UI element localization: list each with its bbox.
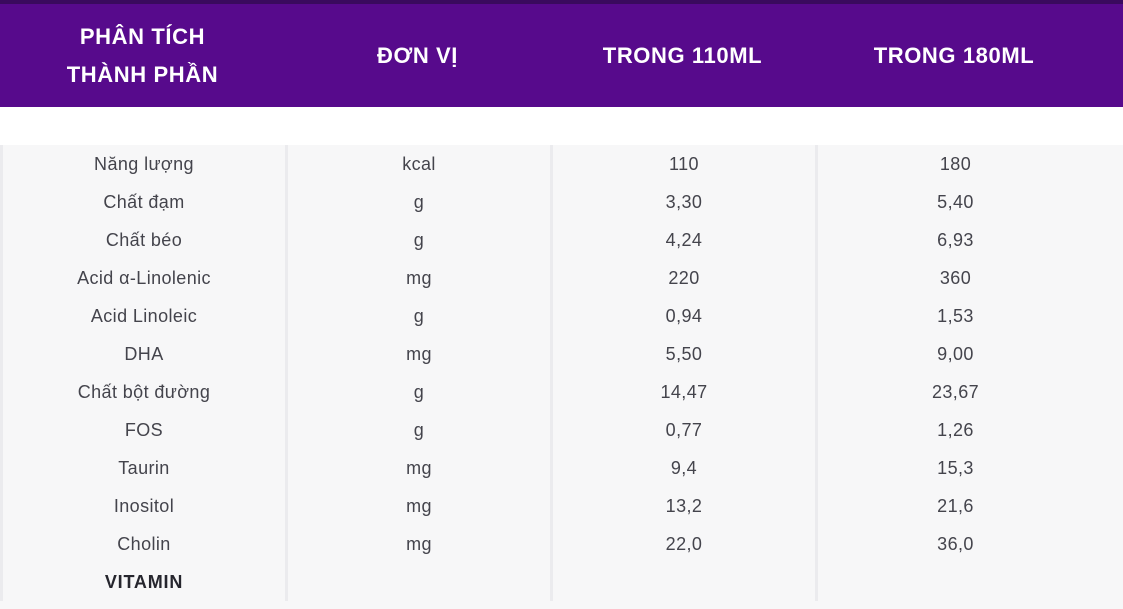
header-analysis-line2: THÀNH PHẦN	[66, 61, 219, 87]
cell-value-180ml: 5,40	[815, 183, 1123, 221]
cell-unit: g	[285, 221, 550, 259]
cell-value-180ml: 180	[815, 145, 1123, 183]
cell-component-name: Cholin	[0, 525, 285, 563]
cell-unit	[285, 563, 550, 601]
header-body-gap	[0, 107, 1123, 145]
cell-unit: mg	[285, 449, 550, 487]
cell-value-180ml	[815, 563, 1123, 601]
table-row: Chất bột đường g 14,47 23,67	[0, 373, 1123, 411]
table-row: Cholin mg 22,0 36,0	[0, 525, 1123, 563]
cell-component-name: Năng lượng	[0, 145, 285, 183]
cell-value-110ml: 14,47	[550, 373, 815, 411]
cell-value-180ml: 36,0	[815, 525, 1123, 563]
cell-unit: kcal	[285, 145, 550, 183]
table-row: DHA mg 5,50 9,00	[0, 335, 1123, 373]
cell-value-180ml: 23,67	[815, 373, 1123, 411]
cell-component-name: Acid α-Linolenic	[0, 259, 285, 297]
header-cell-per-110ml: TRONG 110ML	[550, 4, 815, 107]
header-per-180ml-label: TRONG 180ML	[873, 42, 1035, 68]
cell-value-180ml: 21,6	[815, 487, 1123, 525]
cell-unit: g	[285, 297, 550, 335]
header-cell-per-180ml: TRONG 180ML	[815, 4, 1123, 107]
cell-value-180ml: 1,53	[815, 297, 1123, 335]
cell-unit: mg	[285, 259, 550, 297]
cell-component-name: Chất bột đường	[0, 373, 285, 411]
cell-value-110ml: 3,30	[550, 183, 815, 221]
table-row: FOS g 0,77 1,26	[0, 411, 1123, 449]
cell-component-name: Chất đạm	[0, 183, 285, 221]
cell-value-180ml: 360	[815, 259, 1123, 297]
cell-component-name: FOS	[0, 411, 285, 449]
cell-value-110ml: 13,2	[550, 487, 815, 525]
table-row: Chất đạm g 3,30 5,40	[0, 183, 1123, 221]
header-unit-label: ĐƠN VỊ	[376, 42, 459, 68]
cell-component-name: Inositol	[0, 487, 285, 525]
cell-component-name: VITAMIN	[0, 563, 285, 601]
cell-component-name: Taurin	[0, 449, 285, 487]
table-row: Acid α-Linolenic mg 220 360	[0, 259, 1123, 297]
cell-value-110ml: 0,94	[550, 297, 815, 335]
cell-value-110ml	[550, 563, 815, 601]
cell-unit: g	[285, 183, 550, 221]
table-row: Taurin mg 9,4 15,3	[0, 449, 1123, 487]
cell-component-name: Chất béo	[0, 221, 285, 259]
cell-component-name: Acid Linoleic	[0, 297, 285, 335]
cell-unit: mg	[285, 335, 550, 373]
table-row: Năng lượng kcal 110 180	[0, 145, 1123, 183]
cell-unit: g	[285, 373, 550, 411]
header-cell-unit: ĐƠN VỊ	[285, 4, 550, 107]
table-row: Acid Linoleic g 0,94 1,53	[0, 297, 1123, 335]
cell-unit: mg	[285, 487, 550, 525]
cell-value-180ml: 9,00	[815, 335, 1123, 373]
header-per-110ml-label: TRONG 110ML	[602, 42, 763, 68]
cell-value-110ml: 4,24	[550, 221, 815, 259]
cell-value-110ml: 0,77	[550, 411, 815, 449]
cell-unit: g	[285, 411, 550, 449]
cell-value-110ml: 22,0	[550, 525, 815, 563]
header-analysis-line1: PHÂN TÍCH	[79, 23, 206, 49]
table-body: Năng lượng kcal 110 180 Chất đạm g 3,30 …	[0, 145, 1123, 609]
cell-value-110ml: 5,50	[550, 335, 815, 373]
cell-value-180ml: 6,93	[815, 221, 1123, 259]
table-row: Chất béo g 4,24 6,93	[0, 221, 1123, 259]
header-cell-analysis: PHÂN TÍCH THÀNH PHẦN	[0, 4, 285, 107]
cell-value-180ml: 1,26	[815, 411, 1123, 449]
cell-value-180ml: 15,3	[815, 449, 1123, 487]
cell-value-110ml: 9,4	[550, 449, 815, 487]
table-header: PHÂN TÍCH THÀNH PHẦN ĐƠN VỊ TRONG 110ML …	[0, 0, 1123, 107]
table-row: Inositol mg 13,2 21,6	[0, 487, 1123, 525]
cell-component-name: DHA	[0, 335, 285, 373]
cell-value-110ml: 110	[550, 145, 815, 183]
cell-unit: mg	[285, 525, 550, 563]
table-row: VITAMIN	[0, 563, 1123, 601]
cell-value-110ml: 220	[550, 259, 815, 297]
